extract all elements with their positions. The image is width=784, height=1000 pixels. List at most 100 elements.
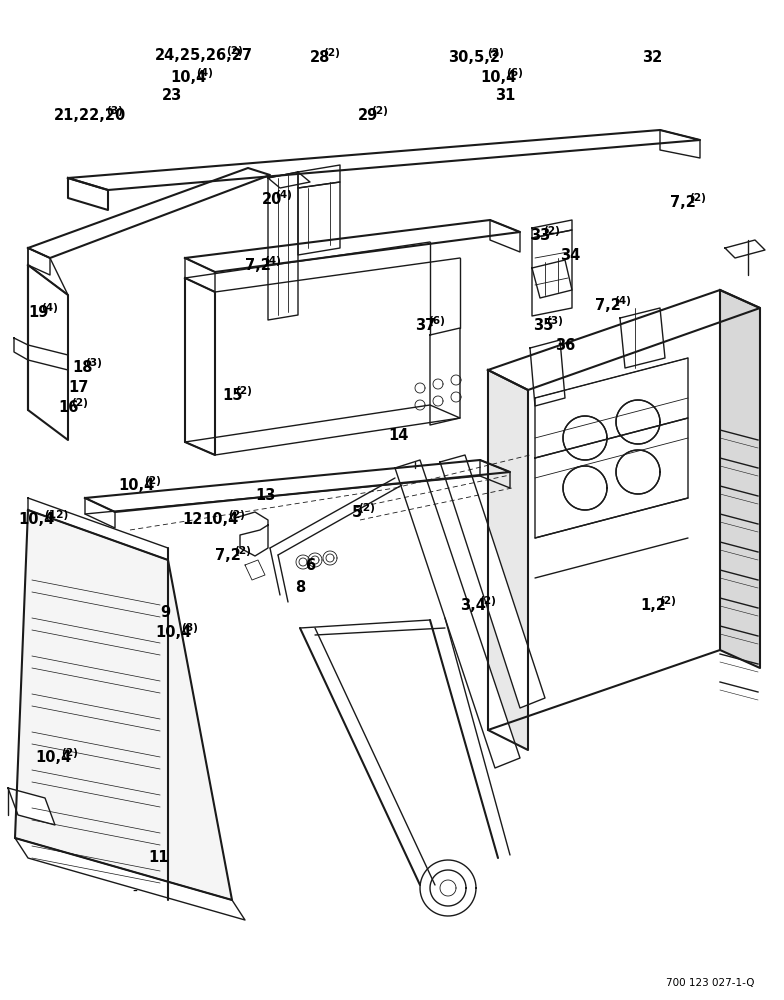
Polygon shape (28, 168, 270, 258)
Text: 11: 11 (148, 850, 169, 865)
Polygon shape (298, 182, 340, 255)
Text: (2): (2) (323, 48, 340, 58)
Text: 700 123 027-1-Q: 700 123 027-1-Q (666, 978, 755, 988)
Polygon shape (15, 838, 245, 920)
Text: 10,4: 10,4 (18, 512, 54, 527)
Text: 34: 34 (560, 248, 580, 263)
Polygon shape (28, 265, 68, 440)
Text: 19: 19 (28, 305, 49, 320)
Text: 17: 17 (68, 380, 89, 395)
Text: (2): (2) (480, 596, 496, 606)
Polygon shape (616, 400, 660, 444)
Polygon shape (532, 260, 572, 298)
Text: 20: 20 (262, 192, 282, 207)
Text: (2): (2) (227, 46, 244, 56)
Text: 15: 15 (222, 388, 242, 403)
Text: (2): (2) (543, 226, 560, 236)
Polygon shape (28, 248, 68, 295)
Text: 29: 29 (358, 108, 378, 123)
Polygon shape (488, 370, 528, 750)
Text: (2): (2) (659, 596, 677, 606)
Text: 5: 5 (352, 505, 362, 520)
Text: 10,4: 10,4 (118, 478, 154, 493)
Text: 24,25,26,27: 24,25,26,27 (155, 48, 253, 63)
Text: (3): (3) (106, 106, 123, 116)
Polygon shape (28, 498, 168, 560)
Polygon shape (535, 418, 688, 538)
Text: 10,4: 10,4 (202, 512, 238, 527)
Polygon shape (85, 460, 510, 512)
Polygon shape (185, 405, 460, 455)
Text: (4): (4) (196, 68, 213, 78)
Polygon shape (430, 328, 460, 425)
Text: (8): (8) (181, 623, 198, 633)
Text: (2): (2) (61, 748, 78, 758)
Text: 6: 6 (305, 558, 315, 573)
Text: (12): (12) (44, 510, 68, 520)
Text: 18: 18 (72, 360, 93, 375)
Text: 21,22,20: 21,22,20 (54, 108, 126, 123)
Polygon shape (298, 165, 340, 188)
Text: (4): (4) (41, 303, 58, 313)
Text: 7,2: 7,2 (245, 258, 271, 273)
Polygon shape (268, 172, 310, 188)
Text: 8: 8 (295, 580, 305, 595)
Polygon shape (440, 455, 545, 708)
Polygon shape (68, 130, 700, 190)
Text: 30,5,2: 30,5,2 (448, 50, 500, 65)
Text: 36: 36 (555, 338, 575, 353)
Text: (3): (3) (85, 358, 102, 368)
Text: 37: 37 (415, 318, 435, 333)
Text: 14: 14 (388, 428, 408, 443)
Text: (2): (2) (371, 106, 388, 116)
Text: (2): (2) (235, 386, 252, 396)
Polygon shape (616, 450, 660, 494)
Text: 35: 35 (533, 318, 554, 333)
Text: 10,4: 10,4 (155, 625, 191, 640)
Polygon shape (268, 172, 298, 320)
Text: 7,2: 7,2 (215, 548, 241, 563)
Text: 7,2: 7,2 (595, 298, 621, 313)
Text: (4): (4) (615, 296, 631, 306)
Text: 3,4: 3,4 (460, 598, 486, 613)
Text: 10,4: 10,4 (170, 70, 206, 85)
Polygon shape (530, 340, 565, 406)
Text: 7,2: 7,2 (670, 195, 696, 210)
Text: (6): (6) (506, 68, 523, 78)
Text: (2): (2) (144, 476, 161, 486)
Text: 13: 13 (255, 488, 275, 503)
Polygon shape (720, 290, 760, 668)
Text: (2): (2) (487, 48, 504, 58)
Polygon shape (395, 460, 520, 768)
Text: (6): (6) (428, 316, 445, 326)
Text: 1,2: 1,2 (640, 598, 666, 613)
Text: (4): (4) (275, 190, 292, 200)
Text: 32: 32 (642, 50, 662, 65)
Text: (4): (4) (264, 256, 281, 266)
Polygon shape (488, 290, 760, 390)
Polygon shape (563, 466, 607, 510)
Text: (2): (2) (358, 503, 376, 513)
Polygon shape (185, 278, 215, 455)
Text: 12: 12 (182, 512, 202, 527)
Text: -: - (132, 885, 137, 899)
Text: (2): (2) (690, 193, 706, 203)
Text: (2): (2) (71, 398, 88, 408)
Text: 9: 9 (160, 605, 170, 620)
Text: 28: 28 (310, 50, 330, 65)
Polygon shape (185, 220, 520, 272)
Text: 31: 31 (495, 88, 515, 103)
Text: (2): (2) (228, 510, 245, 520)
Polygon shape (563, 416, 607, 460)
Polygon shape (8, 788, 55, 825)
Polygon shape (535, 358, 688, 458)
Polygon shape (620, 308, 665, 368)
Text: (3): (3) (546, 316, 563, 326)
Text: 10,4: 10,4 (480, 70, 516, 85)
Text: 10,4: 10,4 (35, 750, 71, 765)
Polygon shape (68, 178, 108, 210)
Text: 16: 16 (58, 400, 78, 415)
Text: 23: 23 (162, 88, 182, 103)
Text: (2): (2) (234, 546, 252, 556)
Text: 33: 33 (530, 228, 550, 243)
